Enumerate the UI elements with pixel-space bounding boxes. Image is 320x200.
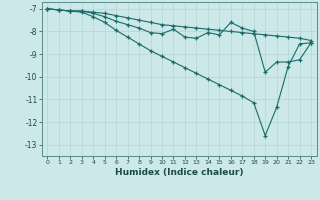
X-axis label: Humidex (Indice chaleur): Humidex (Indice chaleur)	[115, 168, 244, 177]
